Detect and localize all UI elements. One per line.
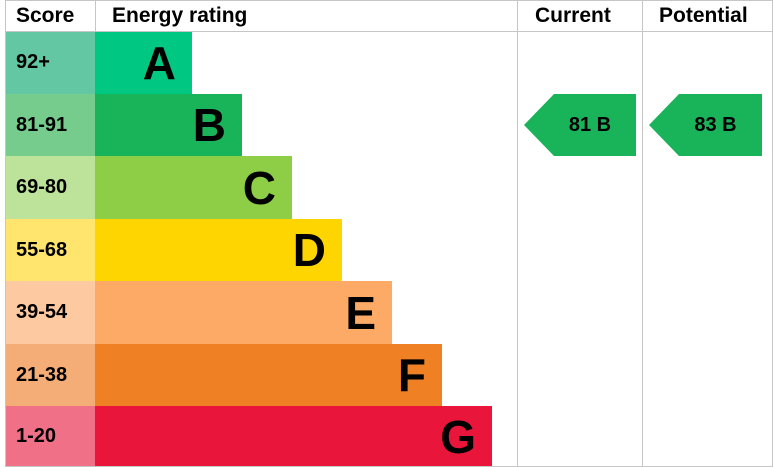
score-F: 21-38 <box>5 344 95 406</box>
score-B: 81-91 <box>5 94 95 156</box>
header-energy-rating: Energy rating <box>112 4 248 27</box>
score-D: 55-68 <box>5 219 95 281</box>
score-A: 92+ <box>5 31 95 94</box>
header-current: Current <box>535 4 611 27</box>
band-bar-D: D <box>95 219 342 281</box>
score-C: 69-80 <box>5 156 95 219</box>
band-bar-B: B <box>95 94 242 156</box>
header-potential: Potential <box>659 4 748 27</box>
band-bar-A: A <box>95 31 192 94</box>
score-E: 39-54 <box>5 281 95 344</box>
header-score: Score <box>16 4 75 27</box>
band-bar-E: E <box>95 281 392 344</box>
band-bar-C: C <box>95 156 292 219</box>
band-bar-G: G <box>95 406 492 467</box>
current-rating-arrow: 81 B <box>524 94 636 156</box>
potential-rating-arrow: 83 B <box>649 94 762 156</box>
score-G: 1-20 <box>5 406 95 467</box>
band-bar-F: F <box>95 344 442 406</box>
